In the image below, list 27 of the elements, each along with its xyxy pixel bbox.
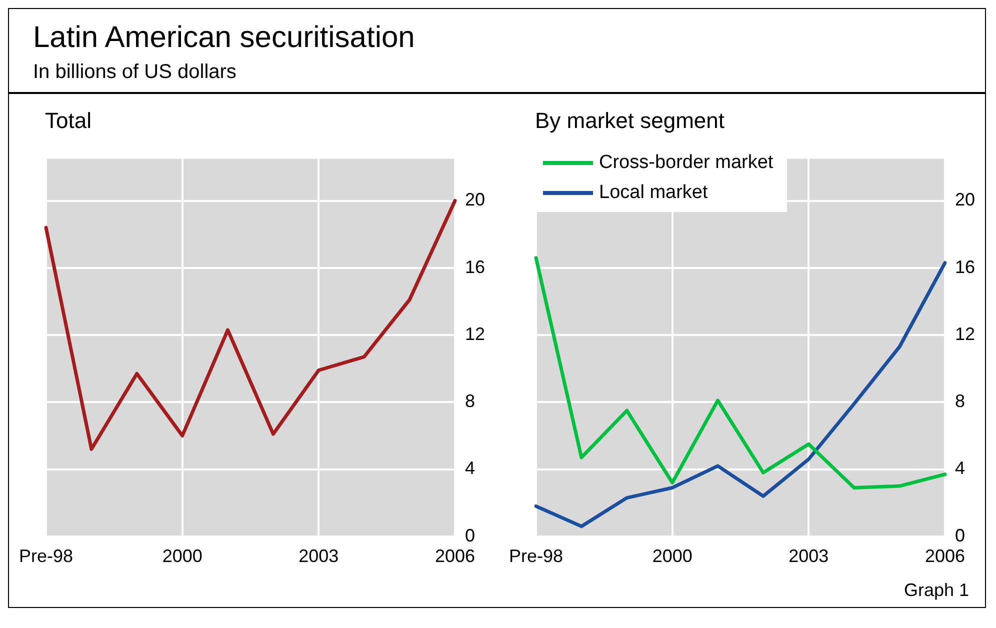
y-tick-label: 4 — [954, 458, 965, 478]
y-tick-label: 8 — [464, 391, 475, 412]
legend-label: Local market — [599, 182, 708, 204]
y-tick-label: 12 — [954, 324, 976, 344]
text: Latin American securitisation — [33, 21, 416, 55]
y-tick-label: 8 — [954, 391, 965, 412]
chart-title: By market segment — [535, 108, 726, 135]
y-tick-label: 0 — [954, 525, 965, 546]
x-tick-label: 2006 — [434, 546, 475, 566]
y-tick-label: 20 — [464, 190, 486, 210]
x-tick-label: 2003 — [788, 546, 829, 566]
x-tick-label: Pre-98 — [19, 546, 74, 566]
caption: Graph 1 — [904, 580, 969, 601]
y-tick-label: 12 — [464, 324, 486, 344]
y-tick-label: 4 — [464, 458, 475, 478]
legend-label: Cross-border market — [599, 152, 774, 174]
chart-title: Total — [45, 108, 92, 135]
y-tick-label: 0 — [464, 525, 475, 546]
x-tick-label: 2003 — [298, 546, 339, 566]
x-tick-label: 2006 — [924, 546, 965, 566]
y-tick-label: 16 — [464, 256, 486, 277]
x-tick-label: 2000 — [652, 546, 692, 566]
x-tick-label: 2000 — [162, 546, 202, 566]
x-tick-label: Pre-98 — [509, 546, 564, 566]
y-tick-label: 20 — [954, 190, 976, 210]
text: In billions of US dollars — [33, 61, 238, 84]
y-tick-label: 16 — [954, 256, 976, 277]
